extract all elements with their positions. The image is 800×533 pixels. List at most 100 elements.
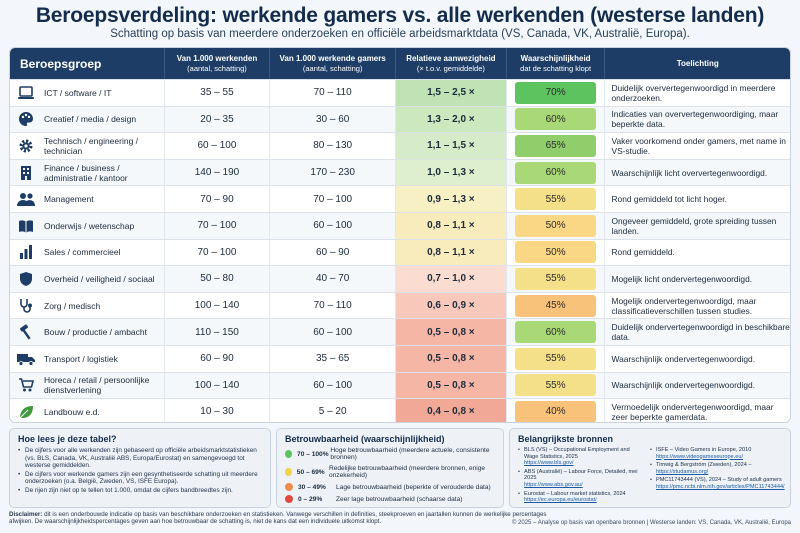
header-group: Beroepsgroep — [10, 48, 165, 79]
source-text: BLS (VS) – Occupational Employment and W… — [524, 447, 630, 460]
source-link[interactable]: https://www.videogameseurope.eu/ — [656, 453, 744, 460]
reliability-text: Zeer lage betrouwbaarheid (schaarse data… — [336, 495, 463, 503]
page-subtitle: Schatting op basis van meerdere onderzoe… — [110, 28, 690, 40]
ratio-value: 1,5 – 2,5 × — [396, 80, 507, 106]
howto-title: Hoe lees je deze tabel? — [18, 434, 117, 444]
group-label: Onderwijs / wetenschap — [44, 220, 135, 231]
group-cell: Sales / commercieel — [10, 239, 165, 266]
ratio-value: 0,7 – 1,0 × — [396, 266, 507, 292]
source-link[interactable]: https://www.bls.gov/ — [524, 460, 574, 467]
reliability-legend: 70 – 100% Hoge betrouwbaarheid (meerdere … — [285, 447, 495, 503]
gamers-value: 60 – 100 — [270, 212, 396, 239]
confidence-badge: 55% — [514, 374, 597, 397]
laptop-icon — [16, 85, 36, 101]
ratio-value: 0,8 – 1,1 × — [396, 212, 507, 239]
ratio-value: 0,4 – 0,8 × — [396, 399, 507, 422]
source-link[interactable]: https://studamus.org/ — [656, 468, 709, 475]
group-label: Zorg / medisch — [44, 300, 101, 311]
gear-icon — [16, 138, 36, 154]
confidence-cell: 50% — [507, 212, 606, 239]
note-text: Rond gemiddeld tot licht hoger. — [611, 194, 727, 205]
confidence-badge: 65% — [514, 134, 597, 157]
all-workers-value: 70 – 90 — [165, 186, 271, 212]
note-text: Waarschijnlijk licht oververtegenwoordig… — [611, 167, 768, 178]
source-link[interactable]: https://ec.europa.eu/eurostat/ — [524, 497, 597, 504]
note-text: Vaker voorkomend onder gamers, met name … — [611, 135, 786, 156]
disclaimer-label: Disclaimer: — [9, 511, 43, 518]
reliability-dot — [285, 450, 293, 458]
note-text: Duidelijk oververtegenwoordigd in meerde… — [611, 82, 776, 103]
group-cell: Overheid / veiligheid / sociaal — [10, 266, 165, 292]
group-cell: Technisch / engineering / technician — [10, 133, 165, 159]
group-cell: Landbouw e.d. — [10, 399, 165, 422]
gamers-value: 30 – 60 — [270, 106, 396, 133]
header-note: Toelichting — [676, 58, 719, 68]
reliability-dot — [285, 495, 293, 503]
note-text: Ongeveer gemiddeld, grote spreiding tuss… — [611, 215, 777, 236]
group-label: Sales / commercieel — [44, 247, 121, 258]
source-link[interactable]: https://pmc.ncbi.nlm.nih.gov/articles/PM… — [656, 483, 785, 490]
gamers-value: 60 – 100 — [270, 319, 396, 345]
all-workers-value: 60 – 100 — [165, 133, 271, 159]
confidence-cell: 55% — [507, 266, 606, 292]
sources-right: ISFE – Video Gamers in Europe, 2010https… — [650, 447, 785, 506]
confidence-badge: 70% — [514, 81, 597, 104]
howto-panel: Hoe lees je deze tabel? De cijfers voor … — [9, 428, 271, 508]
source-item: ISFE – Video Gamers in Europe, 2010https… — [650, 447, 782, 460]
source-text: PMC11743444 (VS), 2024 – Study of adult … — [656, 477, 782, 484]
table-row: ICT / software / IT 35 – 55 70 – 110 1,5 – … — [10, 79, 790, 106]
ratio-value: 1,1 – 1,5 × — [396, 133, 507, 159]
confidence-badge: 55% — [514, 267, 597, 290]
header-ratio: Relatieve aanwezigheid (× t.o.v. gemidde… — [396, 48, 507, 79]
ratio-value: 0,9 – 1,3 × — [396, 186, 507, 212]
header-conf-main: Waarschijnlijkheid — [520, 53, 591, 63]
ratio-value: 0,8 – 1,1 × — [396, 239, 507, 266]
header-gamers-sub: (aantal, schatting) — [302, 63, 363, 73]
reliability-range: 70 – 100% — [297, 450, 329, 458]
chart-icon — [16, 244, 36, 260]
palette-icon — [16, 111, 36, 127]
table-row: Creatief / media / design 20 – 35 30 – 60 1… — [10, 105, 790, 133]
note-text: Duidelijk ondervertegenwoordigd in besch… — [611, 322, 790, 343]
header-conf-sub: dat de schatting klopt — [520, 63, 592, 73]
table-row: Sales / commercieel 70 – 100 60 – 90 0,8 – … — [10, 238, 790, 266]
confidence-badge: 60% — [514, 161, 597, 184]
leaf-icon — [16, 404, 36, 420]
header-ratio-sub: (× t.o.v. gemiddelde) — [416, 63, 485, 73]
source-link[interactable]: https://www.abs.gov.au/ — [524, 481, 583, 488]
confidence-cell: 55% — [507, 345, 606, 372]
confidence-badge: 60% — [514, 321, 597, 344]
reliability-text: Hoge betrouwbaarheid (meerdere actuele, … — [330, 447, 490, 461]
disclaimer: Disclaimer: dit is een onderbouwde indic… — [9, 511, 569, 526]
header-gamers: Van 1.000 werkende gamers (aantal, schat… — [270, 48, 397, 79]
gamers-value: 80 – 130 — [270, 133, 396, 159]
all-workers-value: 20 – 35 — [165, 106, 271, 133]
reliability-item: 30 – 49% Lage betrouwbaarheid (beperkte o… — [285, 483, 495, 491]
group-cell: Management — [10, 186, 165, 212]
header-gamers-main: Van 1.000 werkende gamers — [279, 53, 386, 63]
group-label: Creatief / media / design — [44, 114, 137, 125]
all-workers-value: 70 – 100 — [165, 212, 271, 239]
sources-left: BLS (VS) – Occupational Employment and W… — [518, 447, 644, 506]
sources-panel: Belangrijkste bronnen BLS (VS) – Occupat… — [509, 428, 791, 508]
group-cell: Creatief / media / design — [10, 106, 165, 133]
group-label: Management — [44, 194, 94, 205]
group-cell: Onderwijs / wetenschap — [10, 212, 165, 239]
reliability-text: Redelijke betrouwbaarheid (meerdere bron… — [328, 465, 486, 479]
note-text: Mogelijk licht ondervertegenwoordigd. — [611, 273, 753, 284]
howto-item: De rijen zijn niet op te tellen tot 1.00… — [18, 487, 262, 495]
reliability-panel: Betrouwbaarheid (waarschijnlijkheid) 70 … — [276, 428, 504, 508]
confidence-cell: 50% — [507, 239, 606, 266]
all-workers-value: 50 – 80 — [165, 266, 271, 292]
ratio-value: 1,3 – 2,0 × — [396, 106, 507, 133]
table-body: ICT / software / IT 35 – 55 70 – 110 1,5 – … — [10, 79, 790, 422]
confidence-badge: 55% — [514, 188, 597, 211]
cart-icon — [16, 377, 36, 393]
reliability-range: 0 – 29% — [298, 495, 323, 503]
source-item: Eurostat – Labour market statistics, 202… — [518, 491, 644, 504]
note-text: Rond gemiddeld. — [611, 247, 675, 258]
reliability-range: 30 – 49% — [298, 483, 326, 491]
source-text: Timwig & Bergström (Zweden), 2024 – — [656, 462, 752, 469]
gamers-value: 60 – 90 — [270, 239, 396, 266]
people-icon — [16, 191, 36, 207]
